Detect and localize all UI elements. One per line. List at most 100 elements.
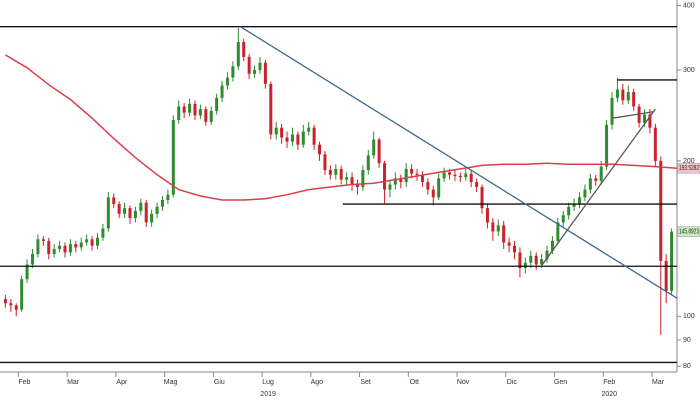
candle-body xyxy=(583,189,587,198)
candle-body xyxy=(523,262,527,269)
x-tick-label: Gen xyxy=(554,379,567,386)
candle-body xyxy=(133,210,137,219)
candle-body xyxy=(323,154,327,171)
moving-average xyxy=(5,54,678,201)
x-tick-label: Apr xyxy=(116,379,128,386)
candle-body xyxy=(139,202,143,211)
candle-body xyxy=(296,134,300,145)
candle-body xyxy=(610,97,614,125)
candle-body xyxy=(3,299,7,304)
year-label: 2019 xyxy=(260,391,276,398)
candle-body xyxy=(626,91,630,101)
candle-body xyxy=(615,89,619,98)
candle-body xyxy=(361,170,365,188)
candle-body xyxy=(166,194,170,201)
candle-body xyxy=(464,173,468,178)
candle-body xyxy=(269,83,273,135)
candle-body xyxy=(643,114,647,123)
y-tick-label: 300 xyxy=(683,67,695,74)
x-tick-label: Lug xyxy=(262,379,274,386)
candle-body xyxy=(659,160,663,261)
candle-body xyxy=(106,197,110,229)
candle-body xyxy=(410,168,414,174)
candle-body xyxy=(377,139,381,164)
y-tick-label: 400 xyxy=(683,2,695,9)
candle-body xyxy=(312,127,316,145)
candle-body xyxy=(599,166,603,181)
y-tick-label: 90 xyxy=(683,337,691,344)
candle-body xyxy=(393,178,397,185)
candle-body xyxy=(485,208,489,223)
candle-body xyxy=(290,134,294,142)
candle-body xyxy=(280,127,284,138)
candle-body xyxy=(188,103,192,113)
y-tick-label: 80 xyxy=(683,363,691,370)
candle-body xyxy=(25,264,29,280)
candle-body xyxy=(101,228,105,238)
candle-body xyxy=(372,139,376,156)
candle-body xyxy=(128,208,132,219)
x-tick-label: Feb xyxy=(603,379,615,386)
candle-body xyxy=(144,202,148,223)
x-tick-label: Nov xyxy=(457,379,470,386)
candle-body xyxy=(90,239,94,246)
trend-line xyxy=(540,108,656,267)
x-tick-label: Mag xyxy=(164,379,178,386)
candle-body xyxy=(231,66,235,78)
x-tick-label: Giu xyxy=(214,379,225,386)
candle-body xyxy=(74,244,78,248)
candle-body xyxy=(215,97,219,111)
ma-tag-box xyxy=(677,163,700,174)
candle-body xyxy=(518,252,522,269)
candle-body xyxy=(442,172,446,179)
trend-line xyxy=(240,26,678,299)
candle-body xyxy=(572,204,576,207)
candle-body xyxy=(225,77,229,86)
candle-body xyxy=(448,172,452,175)
candle-body xyxy=(366,155,370,171)
candle-body xyxy=(198,109,202,116)
candle-body xyxy=(123,208,127,214)
candle-body xyxy=(30,254,34,265)
candle-body xyxy=(388,184,392,190)
candle-body xyxy=(594,178,598,181)
candle-body xyxy=(20,279,24,310)
candle-body xyxy=(52,249,56,255)
candle-body xyxy=(355,184,359,188)
x-tick-label: Set xyxy=(360,379,371,386)
candle-body xyxy=(475,182,479,188)
candle-body xyxy=(274,127,278,135)
last-price-tag-box xyxy=(677,226,700,237)
x-tick-label: Dic xyxy=(507,379,518,386)
candle-body xyxy=(171,120,175,195)
candle-body xyxy=(285,137,289,142)
candle-body xyxy=(431,189,435,198)
candle-body xyxy=(529,255,533,263)
candle-body xyxy=(632,91,636,107)
candle-body xyxy=(47,240,51,255)
candle-body xyxy=(247,56,251,74)
candle-body xyxy=(193,103,197,116)
candle-body xyxy=(453,174,457,176)
candle-body xyxy=(469,173,473,183)
trend-line xyxy=(612,111,654,119)
candle-body xyxy=(236,41,240,67)
candle-body xyxy=(328,170,332,175)
candle-body xyxy=(68,244,72,253)
candle-body xyxy=(415,173,419,175)
candle-body xyxy=(545,250,549,260)
candle-body xyxy=(578,197,582,205)
candle-body xyxy=(334,168,338,175)
candle-body xyxy=(79,242,83,248)
candle-body xyxy=(9,303,13,306)
candle-body xyxy=(404,168,408,183)
candle-body xyxy=(117,204,121,214)
candle-body xyxy=(513,245,517,253)
candle-body xyxy=(420,174,424,183)
candle-body xyxy=(540,259,544,265)
ma-tag: 193.5282 xyxy=(679,165,699,172)
candle-body xyxy=(534,255,538,265)
candle-body xyxy=(263,62,267,84)
y-tick-label: 100 xyxy=(683,313,695,320)
